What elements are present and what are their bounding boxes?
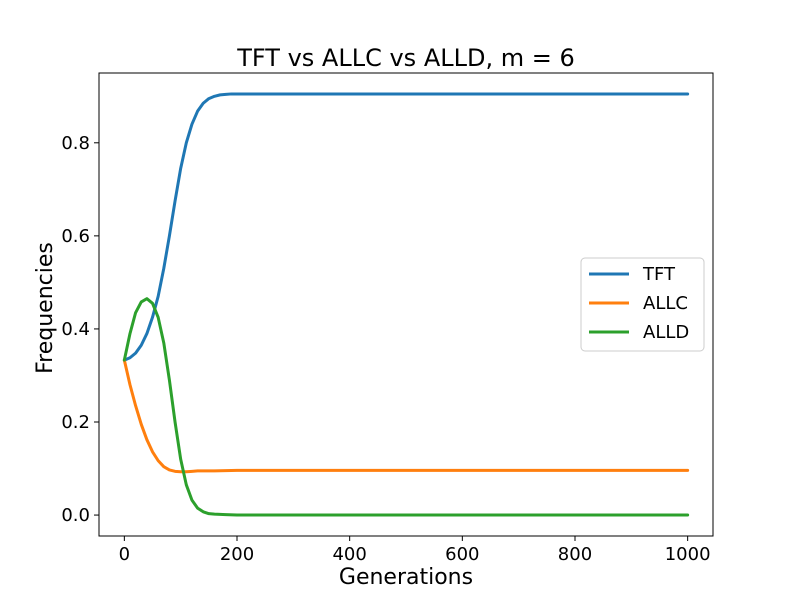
y-axis-label: Frequencies bbox=[33, 242, 58, 374]
legend-label-alld: ALLD bbox=[643, 322, 689, 343]
legend-label-allc: ALLC bbox=[643, 293, 688, 314]
chart-title: TFT vs ALLC vs ALLD, m = 6 bbox=[236, 44, 574, 72]
x-tick-label: 600 bbox=[445, 544, 479, 565]
y-tick-label: 0.4 bbox=[61, 319, 90, 340]
x-tick-label: 1000 bbox=[665, 544, 711, 565]
x-tick-label: 800 bbox=[558, 544, 592, 565]
x-tick-label: 0 bbox=[119, 544, 130, 565]
legend-label-tft: TFT bbox=[642, 264, 676, 285]
x-tick-label: 400 bbox=[332, 544, 366, 565]
x-tick-label: 200 bbox=[220, 544, 254, 565]
x-axis-label: Generations bbox=[339, 565, 473, 590]
y-tick-label: 0.2 bbox=[61, 412, 90, 433]
y-tick-label: 0.8 bbox=[61, 133, 90, 154]
y-tick-label: 0.6 bbox=[61, 226, 90, 247]
y-tick-label: 0.0 bbox=[61, 505, 90, 526]
legend: TFT ALLC ALLD bbox=[581, 258, 704, 351]
